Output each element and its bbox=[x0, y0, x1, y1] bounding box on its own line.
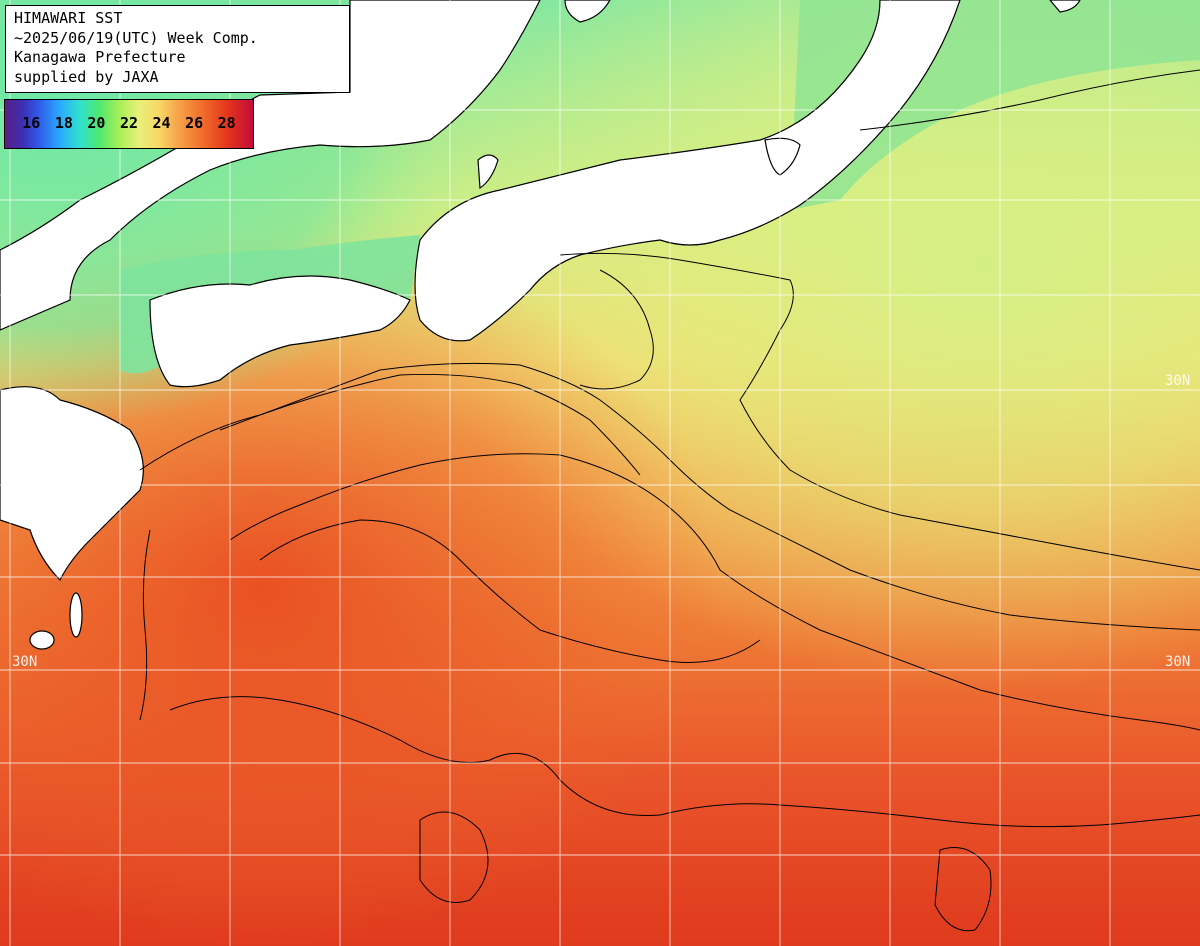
contour-26 bbox=[139, 373, 641, 476]
legend-label-26: 26 bbox=[185, 114, 204, 132]
info-box: HIMAWARI SST ~2025/06/19(UTC) Week Comp.… bbox=[5, 5, 350, 93]
contour-24-bay bbox=[579, 269, 654, 390]
land-kinki bbox=[414, 0, 961, 342]
land-kyushu bbox=[0, 386, 144, 582]
contour-27-south bbox=[169, 696, 1200, 828]
legend-labels: 16 18 20 22 24 26 28 bbox=[5, 114, 253, 132]
contour-23-east bbox=[859, 69, 1200, 131]
lat-label-right-mid: 30N bbox=[1165, 654, 1191, 670]
info-title: HIMAWARI SST bbox=[14, 9, 123, 27]
info-date: ~2025/06/19(UTC) Week Comp. bbox=[14, 28, 258, 47]
lat-label-left: 30N bbox=[12, 654, 38, 670]
legend-label-18: 18 bbox=[54, 114, 73, 132]
land bbox=[0, 0, 1081, 650]
legend-label-16: 16 bbox=[22, 114, 41, 132]
land-shikoku bbox=[149, 275, 411, 388]
land-top-isle-2 bbox=[1049, 0, 1081, 13]
contour-28-spot-2 bbox=[934, 847, 992, 932]
land-yakushima bbox=[29, 630, 55, 650]
contour-27-loop bbox=[259, 519, 761, 663]
info-region: Kanagawa Prefecture bbox=[14, 48, 186, 66]
sst-contours bbox=[139, 69, 1200, 932]
contour-24-north bbox=[559, 252, 1200, 571]
legend-label-22: 22 bbox=[119, 114, 138, 132]
lat-label-right-top: 30N bbox=[1165, 373, 1191, 389]
land-top-isle-1 bbox=[564, 0, 611, 23]
land-izu bbox=[764, 137, 801, 176]
legend-label-20: 20 bbox=[87, 114, 106, 132]
contour-26-south bbox=[229, 453, 1200, 731]
land-awaji bbox=[477, 154, 499, 190]
land-honshu bbox=[0, 0, 541, 331]
contour-27-west bbox=[139, 529, 151, 721]
color-legend: 16 18 20 22 24 26 28 bbox=[4, 99, 254, 149]
contour-28-spot bbox=[419, 811, 489, 903]
legend-label-28: 28 bbox=[217, 114, 236, 132]
legend-label-24: 24 bbox=[152, 114, 171, 132]
info-credit: supplied by JAXA bbox=[14, 67, 159, 86]
land-tanegashima bbox=[69, 592, 83, 638]
